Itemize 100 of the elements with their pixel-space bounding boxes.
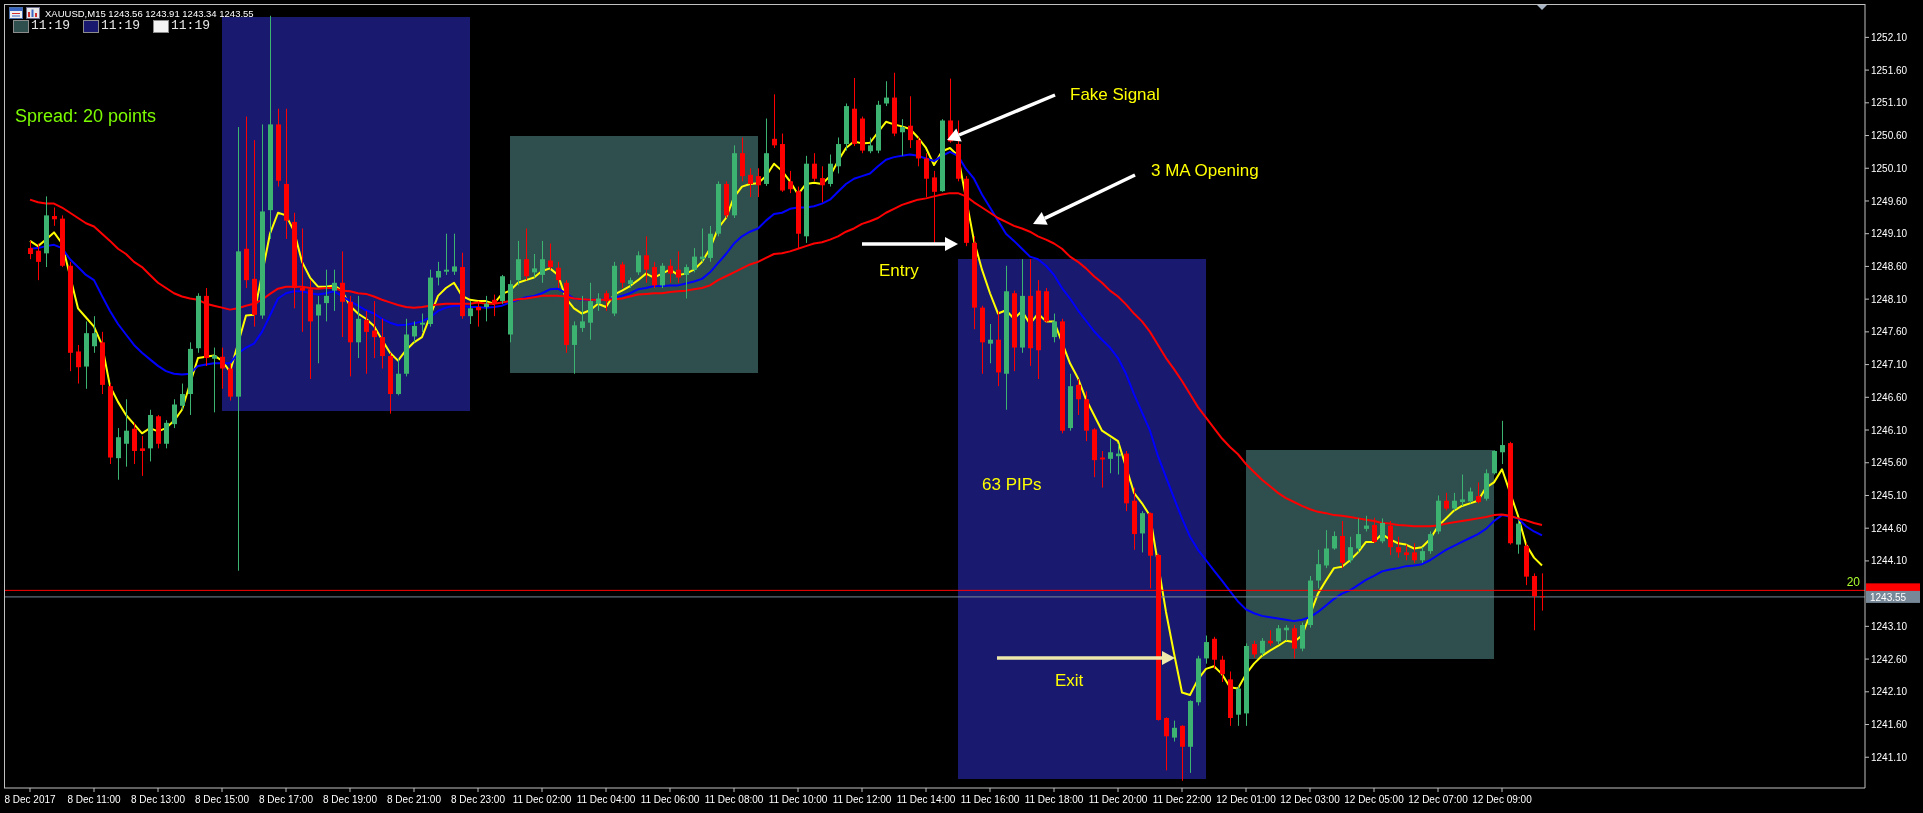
candlestick: [516, 240, 521, 286]
y-tick-label: 1246.60: [1871, 391, 1908, 403]
chart-title: XAUUSD,M15 1243.56 1243.91 1243.34 1243.55: [45, 8, 254, 20]
candlestick: [412, 320, 417, 343]
candlestick: [132, 422, 137, 465]
annotation: 11:19: [171, 17, 211, 34]
candlestick: [52, 207, 57, 227]
candlestick: [332, 269, 337, 312]
candlestick: [452, 233, 457, 276]
candlestick: [1180, 724, 1185, 782]
candlestick: [684, 263, 689, 299]
candlestick: [548, 243, 553, 271]
x-tick-label: 11 Dec 18:00: [1024, 794, 1084, 805]
candlestick: [900, 118, 905, 157]
candlestick: [1500, 420, 1505, 465]
x-tick-label: 11 Dec 20:00: [1088, 794, 1148, 805]
candlestick: [1108, 438, 1113, 474]
candlestick: [588, 282, 593, 341]
candlestick: [468, 300, 473, 325]
candlestick: [772, 93, 777, 149]
y-tick-label: 1243.10: [1871, 620, 1908, 632]
candlestick: [756, 167, 761, 198]
candlestick: [36, 243, 41, 281]
candlestick: [580, 295, 585, 333]
candlestick: [820, 165, 825, 203]
candlestick: [1276, 624, 1281, 645]
candlestick: [1380, 517, 1385, 544]
y-tick-label: 1244.60: [1871, 522, 1908, 534]
x-tick-label: 12 Dec 03:00: [1280, 794, 1341, 805]
y-tick-label: 1249.60: [1871, 195, 1908, 207]
candlestick: [444, 233, 449, 276]
y-tick-label: 1251.60: [1871, 64, 1908, 76]
candlestick: [1332, 530, 1337, 551]
candlestick: [124, 398, 129, 468]
candlestick: [212, 347, 217, 413]
candlestick: [1204, 635, 1209, 665]
candlestick: [1348, 536, 1353, 564]
candlestick: [324, 269, 329, 322]
candlestick: [1076, 378, 1081, 416]
x-tick-label: 8 Dec 15:00: [195, 794, 250, 805]
candlestick: [372, 300, 377, 359]
y-tick-label: 1248.10: [1871, 293, 1908, 305]
y-tick-label: 1247.10: [1871, 359, 1908, 371]
candlestick: [1164, 716, 1169, 771]
x-tick-label: 8 Dec 21:00: [387, 794, 442, 805]
x-tick-label: 12 Dec 01:00: [1216, 794, 1277, 805]
candlestick: [916, 137, 921, 167]
y-tick-label: 1241.10: [1871, 751, 1908, 763]
candlestick: [812, 152, 817, 182]
x-tick-label: 12 Dec 09:00: [1472, 794, 1533, 805]
candlestick: [1492, 449, 1497, 476]
candlestick: [1516, 520, 1521, 555]
x-tick-label: 8 Dec 23:00: [451, 794, 506, 805]
y-tick-label: 1241.60: [1871, 719, 1908, 731]
candlestick: [1172, 720, 1177, 743]
y-tick-label: 1251.10: [1871, 97, 1908, 109]
annotation: Entry: [879, 260, 919, 281]
x-tick-label: 11 Dec 08:00: [704, 794, 764, 805]
annotation: 11:19: [31, 17, 70, 34]
candlestick: [1460, 474, 1465, 507]
candlestick: [1324, 529, 1329, 569]
candlestick: [828, 154, 833, 188]
candlestick: [1300, 621, 1305, 652]
x-tick-label: 11 Dec 14:00: [896, 794, 956, 805]
candlestick: [1428, 530, 1433, 555]
y-tick-label: 1249.10: [1871, 228, 1908, 240]
candlestick: [1140, 510, 1145, 553]
candlestick: [1316, 549, 1321, 589]
x-tick-label: 11 Dec 16:00: [960, 794, 1020, 805]
x-tick-label: 8 Dec 19:00: [323, 794, 378, 805]
annotation: 11:19: [101, 17, 141, 34]
candlestick: [740, 137, 745, 182]
candlestick: [484, 295, 489, 322]
y-tick-label: 1244.10: [1871, 555, 1908, 567]
x-tick-label: 11 Dec 02:00: [512, 794, 572, 805]
annotation: 63 PIPs: [982, 474, 1042, 495]
candlestick: [300, 227, 305, 333]
y-tick-label: 1248.60: [1871, 260, 1908, 272]
candlestick: [1292, 624, 1297, 659]
y-tick-label: 1252.10: [1871, 31, 1908, 43]
ref-line-label: 1243.55: [1870, 591, 1907, 603]
candlestick: [356, 295, 361, 359]
candlestick: [1476, 481, 1481, 504]
y-tick-label: 1250.60: [1871, 130, 1908, 142]
candlestick: [652, 261, 657, 289]
x-tick-label: 8 Dec 13:00: [131, 794, 186, 805]
candlestick: [380, 318, 385, 370]
candlestick: [1052, 313, 1057, 343]
candlestick: [532, 253, 537, 279]
candlestick: [1356, 517, 1361, 553]
candlestick: [1212, 636, 1217, 670]
candlestick: [436, 261, 441, 286]
x-tick-label: 11 Dec 10:00: [768, 794, 828, 805]
y-tick-label: 1245.10: [1871, 490, 1908, 502]
annotation: Fake Signal: [1070, 84, 1160, 105]
x-tick-label: 12 Dec 07:00: [1408, 794, 1469, 805]
candlestick: [540, 240, 545, 284]
candlestick: [1412, 542, 1417, 564]
y-tick-label: 1246.10: [1871, 424, 1908, 436]
candlestick: [636, 250, 641, 276]
